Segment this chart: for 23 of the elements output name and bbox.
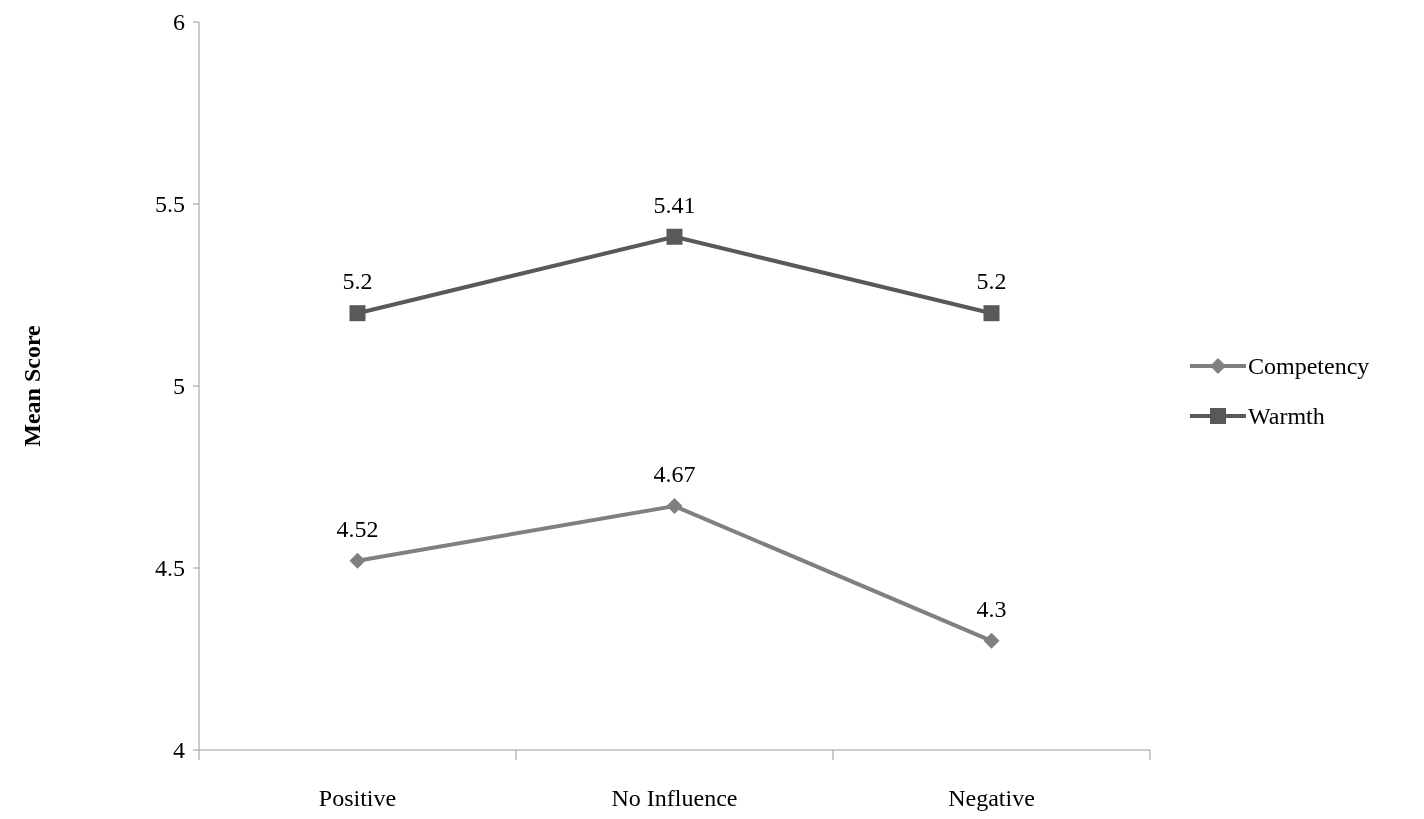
- legend-label: Competency: [1248, 353, 1370, 380]
- data-label: 5.2: [976, 268, 1007, 295]
- data-label: 4.67: [653, 461, 696, 488]
- data-label: 4.52: [336, 515, 379, 542]
- x-tick-label: Positive: [318, 785, 397, 811]
- point: [349, 305, 366, 322]
- point: [983, 305, 1000, 322]
- x-tick-label: No Influence: [611, 785, 738, 811]
- y-tick-label: 5.5: [155, 191, 185, 218]
- y-axis-title: Mean Score: [19, 324, 45, 447]
- data-label: 5.41: [653, 191, 696, 218]
- point: [666, 228, 683, 245]
- y-tick-label: 4.5: [155, 555, 185, 582]
- y-tick-label: 5: [173, 373, 185, 400]
- y-tick-label: 4: [173, 737, 185, 764]
- point: [349, 552, 366, 569]
- data-label: 4.3: [976, 595, 1007, 622]
- point: [666, 498, 683, 515]
- legend-label: Warmth: [1248, 403, 1325, 430]
- point: [983, 632, 1000, 649]
- x-tick-label: Negative: [948, 785, 1035, 811]
- y-tick-label: 6: [173, 9, 185, 36]
- data-label: 5.2: [342, 268, 373, 295]
